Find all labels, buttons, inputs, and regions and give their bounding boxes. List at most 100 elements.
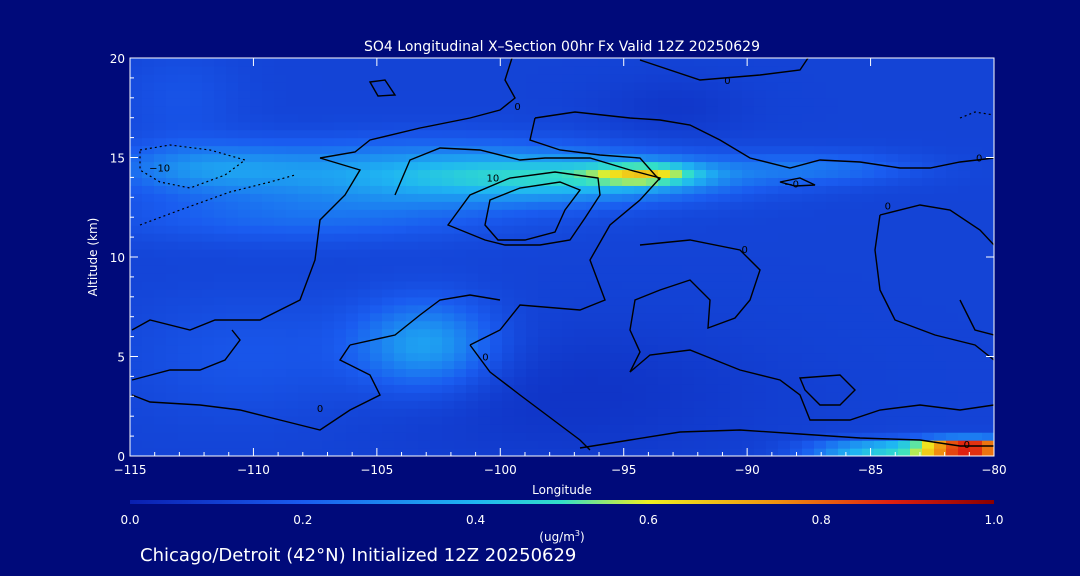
heatmap-cell: [886, 153, 899, 163]
heatmap-cell: [526, 97, 539, 107]
heatmap-cell: [694, 392, 707, 401]
heatmap-cell: [790, 241, 803, 250]
heatmap-cell: [706, 201, 719, 210]
heatmap-cell: [694, 225, 707, 234]
contour-label: 0: [976, 154, 982, 165]
heatmap-cell: [238, 368, 251, 377]
heatmap-cell: [730, 280, 743, 290]
heatmap-cell: [454, 352, 467, 362]
heatmap-cell: [586, 225, 599, 234]
heatmap-cell: [286, 320, 299, 330]
heatmap-cell: [262, 424, 275, 433]
heatmap-cell: [226, 241, 239, 250]
heatmap-cell: [982, 161, 994, 171]
heatmap-cell: [550, 137, 563, 147]
heatmap-cell: [166, 209, 179, 218]
heatmap-cell: [850, 328, 863, 338]
heatmap-cell: [178, 129, 191, 139]
heatmap-cell: [562, 145, 575, 155]
heatmap-cell: [166, 177, 179, 186]
heatmap-cell: [886, 328, 899, 338]
heatmap-cell: [298, 304, 311, 314]
heatmap-cell: [130, 344, 143, 354]
heatmap-cell: [982, 201, 994, 210]
heatmap-cell: [394, 169, 407, 178]
heatmap-cell: [946, 233, 959, 242]
heatmap-cell: [910, 400, 923, 409]
heatmap-cell: [286, 280, 299, 290]
heatmap-cell: [310, 185, 323, 194]
heatmap-cell: [418, 177, 431, 186]
heatmap-cell: [910, 440, 923, 449]
heatmap-cell: [670, 416, 683, 425]
heatmap-cell: [394, 73, 407, 83]
heatmap-cell: [766, 161, 779, 171]
heatmap-cell: [910, 360, 923, 370]
heatmap-cell: [454, 288, 467, 298]
heatmap-cell: [730, 113, 743, 123]
heatmap-cell: [202, 241, 215, 250]
heatmap-cell: [934, 58, 947, 67]
heatmap-cell: [610, 145, 623, 155]
heatmap-cell: [202, 272, 215, 282]
heatmap-cell: [694, 201, 707, 210]
heatmap-cell: [814, 408, 827, 417]
heatmap-cell: [286, 65, 299, 75]
heatmap-cell: [190, 328, 203, 338]
heatmap-cell: [634, 384, 647, 393]
heatmap-cell: [982, 368, 994, 377]
heatmap-cell: [154, 312, 167, 322]
heatmap-cell: [142, 440, 155, 449]
heatmap-cell: [574, 432, 587, 441]
heatmap-cell: [442, 81, 455, 91]
heatmap-cell: [310, 89, 323, 99]
heatmap-cell: [418, 280, 431, 290]
heatmap-cell: [922, 376, 935, 385]
heatmap-cell: [298, 185, 311, 194]
heatmap-cell: [802, 296, 815, 306]
heatmap-cell: [190, 440, 203, 449]
heatmap-cell: [514, 344, 527, 354]
heatmap-cell: [550, 440, 563, 449]
heatmap-cell: [742, 241, 755, 250]
heatmap-cell: [802, 58, 815, 67]
heatmap-cell: [430, 129, 443, 139]
heatmap-cell: [358, 408, 371, 417]
heatmap-cell: [394, 312, 407, 322]
heatmap-cell: [766, 288, 779, 298]
heatmap-cell: [202, 336, 215, 346]
heatmap-cell: [622, 296, 635, 306]
heatmap-cell: [382, 440, 395, 449]
heatmap-cell: [610, 58, 623, 67]
heatmap-cell: [214, 145, 227, 155]
heatmap-cell: [166, 264, 179, 274]
heatmap-cell: [610, 408, 623, 417]
heatmap-cell: [346, 113, 359, 123]
colorbar-unit-main: (ug/m: [539, 530, 575, 544]
y-tick-label: 10: [110, 251, 125, 265]
heatmap-cell: [610, 336, 623, 346]
heatmap-cell: [946, 304, 959, 314]
heatmap-cell: [262, 264, 275, 274]
heatmap-cell: [190, 145, 203, 155]
heatmap-cell: [142, 304, 155, 314]
heatmap-cell: [802, 185, 815, 194]
heatmap-cell: [142, 376, 155, 385]
heatmap-cell: [658, 304, 671, 314]
heatmap-cell: [862, 432, 875, 441]
contour-line: [779, 177, 816, 187]
heatmap-cell: [694, 336, 707, 346]
heatmap-cell: [814, 169, 827, 178]
heatmap-cell: [562, 225, 575, 234]
heatmap-cell: [790, 288, 803, 298]
heatmap-cell: [598, 201, 611, 210]
heatmap-cell: [466, 312, 479, 322]
heatmap-cell: [922, 272, 935, 282]
heatmap-cell: [898, 105, 911, 115]
heatmap-cell: [466, 416, 479, 425]
heatmap-cell: [322, 241, 335, 250]
heatmap-cell: [190, 280, 203, 290]
heatmap-cell: [838, 193, 851, 202]
heatmap-cell: [946, 169, 959, 178]
heatmap-cell: [274, 336, 287, 346]
